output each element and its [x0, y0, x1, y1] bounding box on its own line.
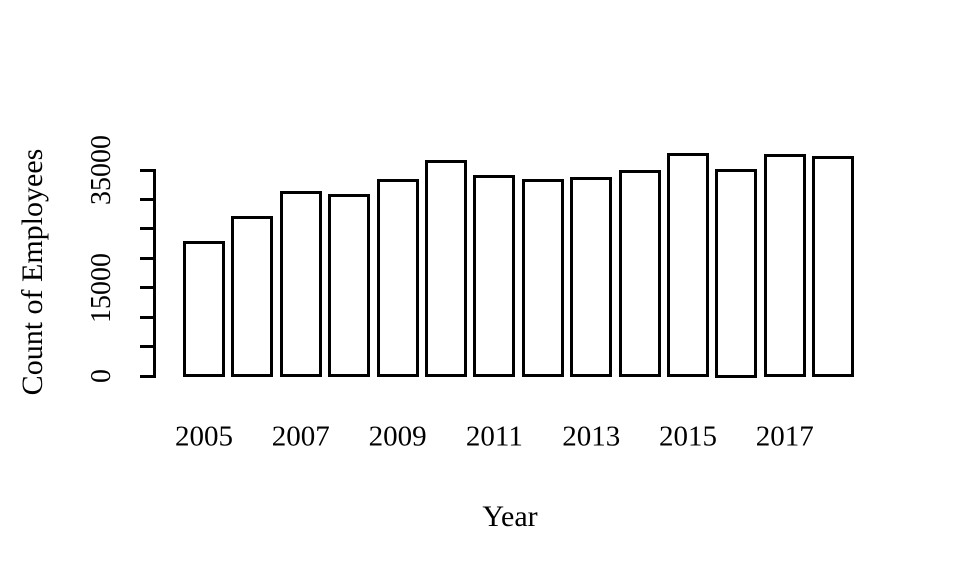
bar-2010	[425, 160, 467, 378]
bar-2017	[763, 154, 806, 378]
bar-2006	[231, 216, 274, 378]
bar-2009	[376, 179, 419, 378]
y-axis-tick	[140, 374, 156, 378]
x-axis-tick-label: 2017	[755, 420, 814, 453]
bar-2011	[473, 174, 516, 378]
x-axis-title: Year	[482, 500, 538, 533]
bar-2005	[183, 241, 225, 378]
y-axis-tick	[140, 256, 156, 260]
bar-2014	[618, 170, 661, 378]
x-axis-tick-label: 2015	[659, 420, 717, 453]
y-axis-tick-label: 0	[86, 369, 117, 383]
bar-2008	[328, 194, 371, 378]
bar-2013	[570, 177, 613, 378]
y-axis-tick	[140, 227, 156, 231]
x-axis-tick-label: 2005	[175, 420, 233, 453]
bar-2018	[812, 155, 855, 378]
bar-2012	[521, 179, 564, 378]
y-axis-tick	[140, 168, 156, 172]
x-axis-tick-label: 2007	[271, 420, 330, 453]
y-axis-tick	[140, 197, 156, 201]
bar-2015	[667, 153, 709, 378]
bar-2007	[279, 191, 322, 378]
y-axis-title: Count of Employees	[16, 148, 49, 396]
y-axis-line	[153, 168, 156, 378]
x-axis-tick-label: 2009	[368, 420, 427, 453]
y-axis-tick	[140, 345, 156, 349]
x-axis-tick-label: 2013	[562, 420, 621, 453]
bar-2016	[715, 168, 758, 378]
y-axis-tick-label: 35000	[86, 135, 117, 205]
y-axis-tick	[140, 286, 156, 290]
y-axis-tick	[140, 315, 156, 319]
x-axis-tick-label: 2011	[465, 420, 523, 453]
y-axis-tick-label: 15000	[86, 252, 117, 323]
